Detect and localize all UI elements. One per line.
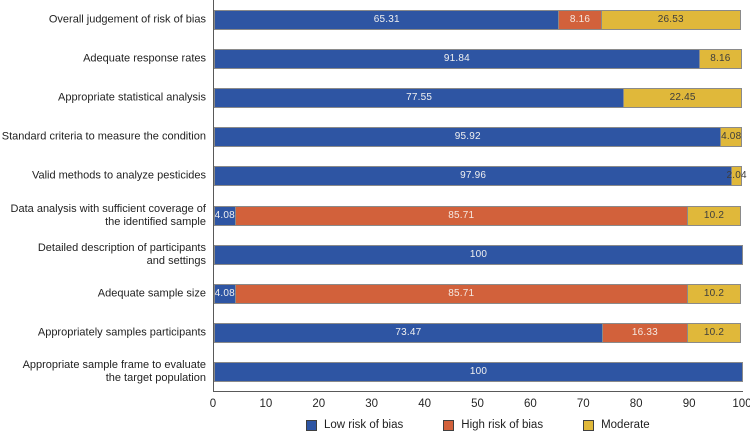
legend: Low risk of bias High risk of bias Moder… [306, 419, 650, 431]
bar-value-label: 97.96 [460, 170, 487, 182]
bar-value-label: 10.2 [703, 326, 725, 338]
bar-value-label: 4.08 [214, 287, 235, 299]
bar-value-label: 8.16 [569, 14, 591, 25]
bar-segment: 8.16 [558, 10, 602, 30]
bar-value-label: 95.92 [454, 131, 481, 143]
bar-segment: 85.71 [234, 283, 688, 304]
bar-segment: 2.04 [726, 166, 747, 187]
bar-row: 4.08 85.71 10.2 [214, 283, 743, 304]
bar-row: 65.31 8.16 26.53 [214, 10, 743, 30]
moderate-swatch-icon [583, 419, 595, 431]
x-tick-label: 70 [576, 398, 590, 410]
category-label: Standard criteria to measure the conditi… [1, 130, 206, 143]
bar-value-label: 77.55 [406, 92, 433, 104]
bar-segment: 65.31 [214, 10, 560, 30]
bar-value-label: 100 [469, 248, 488, 260]
x-tick-label: 30 [365, 398, 379, 410]
bar-segment: 10.2 [687, 322, 741, 343]
legend-item-low-risk: Low risk of bias [306, 419, 403, 431]
x-tick-label: 100 [732, 398, 750, 410]
bar-value-label: 85.71 [448, 209, 475, 221]
high-risk-swatch-icon [443, 419, 455, 431]
bar-segment: 77.55 [214, 88, 625, 109]
legend-label-low-risk: Low risk of bias [324, 419, 404, 431]
category-label: Adequate response rates [83, 52, 206, 65]
bar-segment: 16.33 [601, 322, 689, 343]
legend-item-moderate: Moderate [583, 419, 650, 431]
bar-segment: 100 [214, 244, 743, 265]
x-tick-label: 0 [209, 398, 217, 410]
bar-segment: 10.2 [686, 283, 741, 304]
x-tick-label: 60 [523, 398, 537, 410]
low-risk-swatch-icon [306, 419, 317, 431]
x-tick-label: 80 [629, 398, 643, 410]
bar-segment: 85.71 [234, 205, 688, 226]
legend-label-high-risk: High risk of bias [461, 419, 544, 431]
x-tick-label: 90 [682, 398, 696, 410]
bar-value-label: 26.53 [657, 14, 684, 25]
bar-row: 73.47 16.33 10.2 [214, 322, 743, 343]
bar-row: 97.96 2.04 [214, 166, 747, 187]
bar-segment: 73.47 [214, 322, 603, 343]
bar-segment: 26.53 [600, 10, 741, 30]
bar-segment: 95.92 [214, 127, 722, 148]
bar-segment: 4.08 [214, 283, 236, 304]
bar-value-label: 22.45 [669, 92, 696, 104]
legend-item-high-risk: High risk of bias [443, 419, 543, 431]
bar-segment: 4.08 [720, 127, 742, 148]
bar-segment: 100 [214, 361, 743, 382]
bar-value-label: 10.2 [703, 287, 725, 299]
bar-value-label: 2.04 [726, 170, 747, 182]
bar-row: 91.84 8.16 [214, 49, 743, 70]
category-label: Valid methods to analyze pesticides [31, 169, 206, 182]
bar-value-label: 100 [469, 365, 488, 377]
bar-segment: 10.2 [686, 205, 741, 226]
category-label: Adequate sample size [97, 287, 206, 300]
x-tick-label: 50 [471, 398, 484, 410]
legend-label-moderate: Moderate [601, 419, 650, 431]
bar-value-label: 4.08 [721, 131, 742, 143]
category-label: Appropriately samples participants [37, 326, 206, 339]
x-tick-label: 40 [418, 398, 431, 410]
bar-value-label: 65.31 [373, 14, 400, 25]
category-label: Overall judgement of risk of bias [48, 13, 206, 26]
bar-segment: 4.08 [214, 205, 236, 226]
bar-value-label: 10.2 [703, 209, 725, 221]
bar-row: 100 [214, 244, 743, 265]
bar-value-label: 8.16 [710, 53, 731, 65]
bar-value-label: 16.33 [631, 326, 658, 338]
bar-value-label: 4.08 [214, 209, 235, 221]
category-label: Detailed description of participants and… [37, 241, 206, 267]
bar-segment: 8.16 [698, 49, 742, 70]
bar-segment: 22.45 [623, 88, 742, 109]
x-tick-label: 10 [259, 398, 273, 410]
bar-value-label: 73.47 [395, 326, 422, 338]
bar-row: 4.08 85.71 10.2 [214, 205, 743, 226]
bar-row: 77.55 22.45 [214, 88, 743, 109]
x-tick-label: 20 [312, 398, 326, 410]
bar-row: 95.92 4.08 [214, 127, 743, 148]
category-label: Appropriate sample frame to evaluate the… [22, 358, 206, 384]
bar-segment: 91.84 [214, 49, 700, 70]
bar-segment: 97.96 [214, 166, 733, 187]
category-label: Data analysis with sufficient coverage o… [10, 202, 206, 228]
bar-value-label: 85.71 [448, 287, 475, 299]
category-labels: Overall judgement of risk of bias Adequat… [0, 0, 206, 391]
bar-value-label: 91.84 [443, 53, 470, 65]
category-label: Appropriate statistical analysis [58, 91, 206, 104]
plot-area: 65.31 8.16 26.53 91.84 8.16 77.55 22.45 95.92 4.… [213, 0, 747, 392]
bar-row: 100 [214, 361, 743, 382]
